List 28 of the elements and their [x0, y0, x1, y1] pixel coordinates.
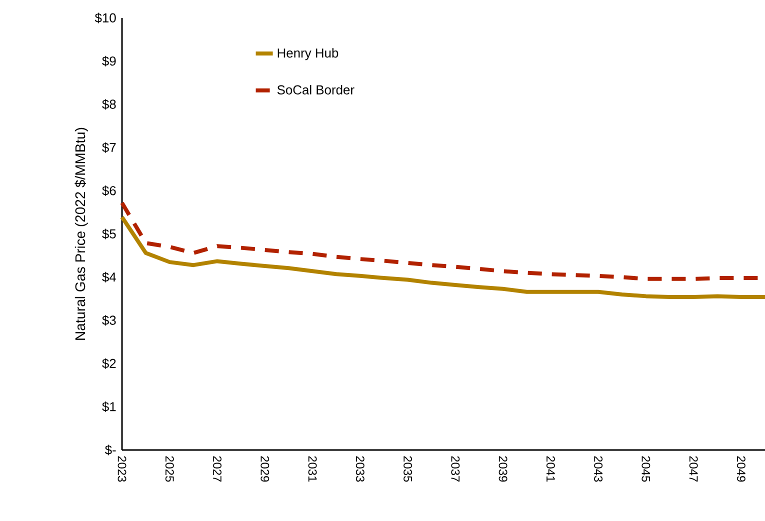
x-tick-label: 2041 [546, 456, 555, 482]
y-tick-label: $10 [94, 12, 116, 24]
x-tick-label: 2043 [594, 456, 603, 482]
x-tick-label: 2023 [118, 456, 126, 482]
x-tick-label: 2049 [736, 456, 746, 482]
y-tick-label: $6 [102, 186, 116, 196]
y-tick-label: $1 [102, 402, 116, 412]
x-tick-label: 2027 [213, 456, 222, 482]
legend-label: Henry Hub [278, 48, 338, 60]
y-tick-label: $2 [102, 358, 116, 369]
y-tick-label: $3 [102, 315, 116, 326]
x-tick-label: 2035 [404, 456, 412, 482]
y-tick-label: $5 [102, 228, 116, 240]
legend-label: SoCal Border [277, 84, 354, 94]
y-tick-label: $8 [102, 99, 116, 110]
x-tick-label: 2029 [260, 456, 270, 482]
x-tick-label: 2045 [642, 456, 650, 482]
x-tick-label: 2047 [689, 456, 698, 482]
x-tick-label: 2031 [308, 456, 317, 482]
x-tick-label: 2033 [356, 456, 364, 482]
y-tick-label: $4 [102, 272, 116, 282]
x-tick-label: 2039 [498, 456, 508, 482]
y-tick-label: $9 [102, 56, 116, 66]
x-tick-label: 2025 [165, 456, 174, 482]
y-tick-label: $- [104, 444, 116, 456]
x-tick-label: 2037 [451, 456, 460, 482]
y-tick-label: $7 [102, 142, 116, 153]
y-axis-title: Natural Gas Price (2022 $/MMBtu) [74, 128, 88, 340]
